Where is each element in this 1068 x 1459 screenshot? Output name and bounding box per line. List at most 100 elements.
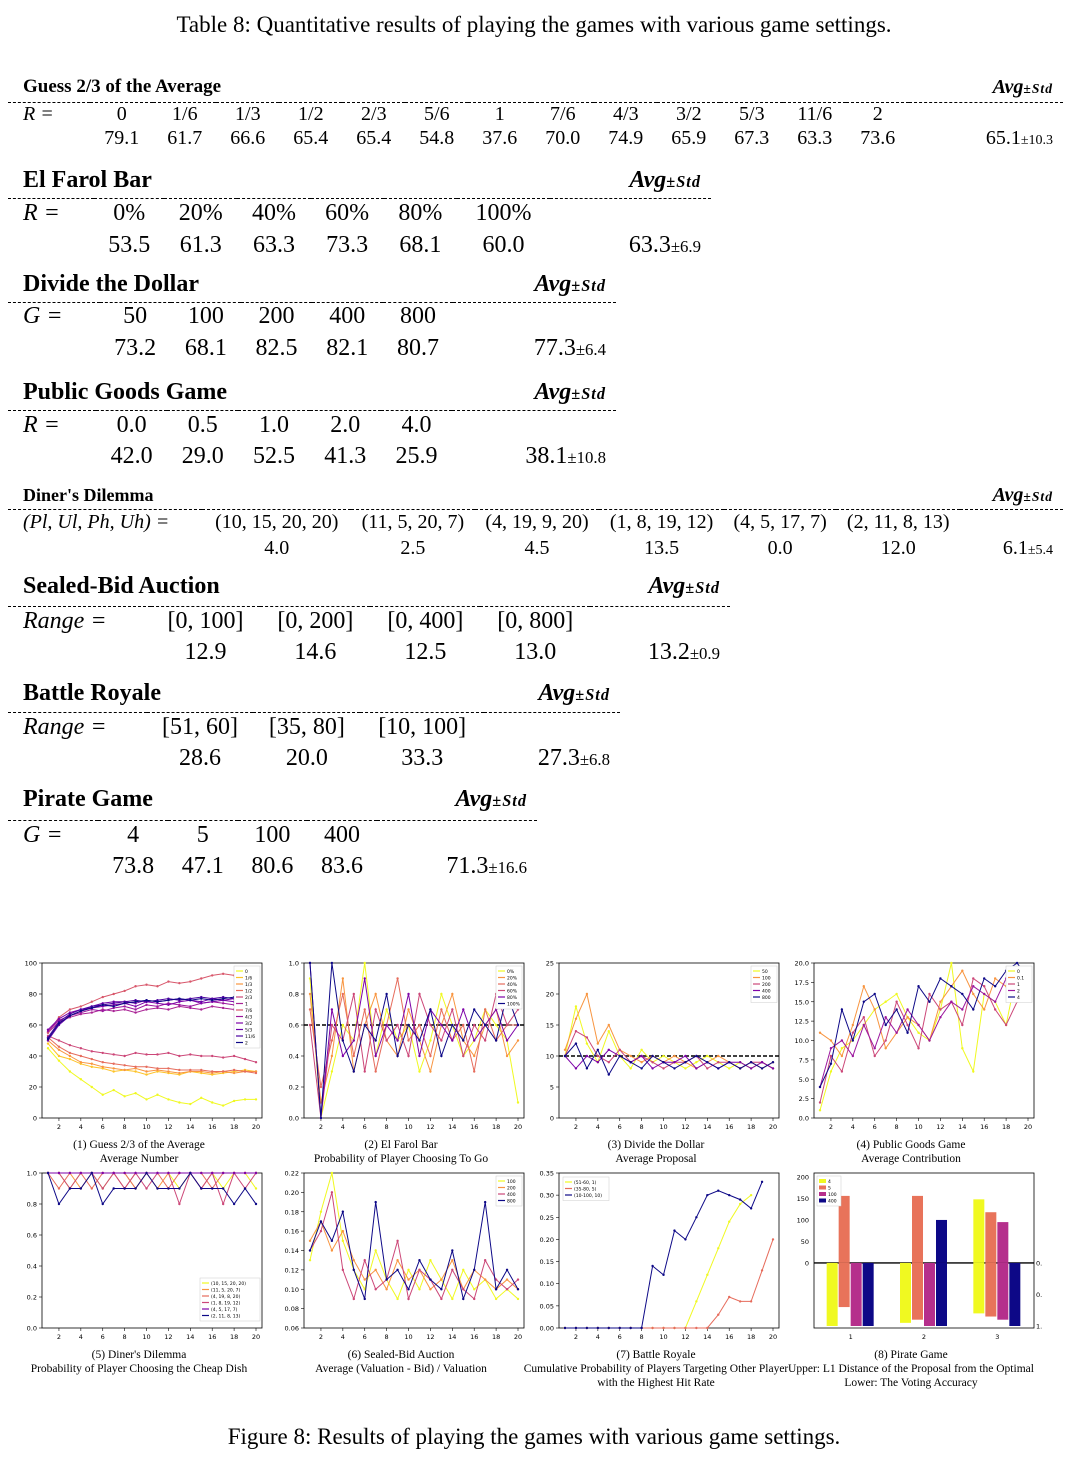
y-tick-label: 80 <box>29 991 37 999</box>
legend-label: 800 <box>762 995 771 1001</box>
setting-value: 400 <box>307 819 377 850</box>
data-point <box>673 1229 676 1232</box>
std-number: ±6.4 <box>575 340 606 359</box>
data-point <box>906 1023 909 1027</box>
data-point <box>167 1070 170 1073</box>
data-point <box>221 1056 225 1059</box>
data-point <box>167 1187 170 1190</box>
data-point <box>972 992 975 996</box>
data-point <box>1015 961 1019 965</box>
avg-value: 63.3±6.9 <box>550 229 711 262</box>
setting-value: (10, 15, 20, 20) <box>202 508 352 536</box>
setting-value: 200 <box>241 301 312 331</box>
data-point <box>167 1008 170 1011</box>
data-point <box>717 1189 720 1192</box>
data-point <box>134 1065 137 1069</box>
x-tick-label: 12 <box>936 1123 944 1131</box>
data-point <box>167 1171 170 1175</box>
x-tick-label: 20 <box>1024 1123 1032 1131</box>
data-point <box>851 1054 855 1058</box>
avg-number: 13.2 <box>647 639 690 665</box>
data-point <box>596 1048 600 1051</box>
data-point <box>749 1067 753 1070</box>
data-point <box>906 1016 909 1019</box>
data-point <box>363 1258 366 1262</box>
result-value: 73.3 <box>326 232 369 258</box>
data-point <box>134 1000 137 1003</box>
data-point <box>341 1023 345 1027</box>
data-point <box>178 997 181 1000</box>
data-point <box>494 1278 498 1281</box>
x-tick-label: 18 <box>230 1333 238 1341</box>
y-tick-label: 200 <box>797 1174 809 1182</box>
data-point <box>90 1187 93 1190</box>
data-point <box>396 1039 399 1042</box>
data-point <box>451 1023 454 1027</box>
data-point <box>178 1171 181 1175</box>
data-point <box>928 1000 931 1003</box>
y-tick-label: 0.2 <box>27 1294 37 1302</box>
data-point <box>200 977 203 980</box>
avg-value: 6.1±5.4 <box>960 536 1063 561</box>
setting-value: 100 <box>237 819 308 850</box>
data-point <box>418 1070 421 1073</box>
legend-label: 800 <box>507 1199 516 1205</box>
data-point <box>684 1067 687 1070</box>
data-point <box>385 1023 388 1027</box>
y-tick-label: 15 <box>546 1022 554 1030</box>
data-point <box>221 1187 225 1190</box>
setting-value: 4/3 <box>594 101 658 126</box>
data-point <box>585 992 589 996</box>
data-point <box>145 999 148 1002</box>
setting-value: 0.0 <box>95 409 168 440</box>
data-point <box>972 985 975 988</box>
legend-label: 7/6 <box>245 1008 252 1014</box>
legend-swatch <box>819 1185 826 1190</box>
data-point <box>574 1030 578 1033</box>
data-point <box>407 1268 410 1272</box>
data-point <box>596 1326 600 1330</box>
table-title: Sealed-Bid Auction <box>23 573 220 600</box>
data-point <box>123 1002 126 1005</box>
data-point <box>895 992 898 996</box>
result-value: 2.5 <box>400 537 426 559</box>
legend-swatch <box>819 1198 826 1203</box>
blank-cell <box>8 440 96 473</box>
legend-label: 100 <box>507 1179 516 1185</box>
avg-number: 27.3 <box>537 745 580 771</box>
setting-param-label: Range = <box>8 605 151 636</box>
x-tick-label: 4 <box>79 1333 83 1341</box>
data-point <box>221 972 225 976</box>
data-point <box>112 992 115 996</box>
lower-bar <box>973 1262 985 1314</box>
x-tick-label: 6 <box>618 1333 622 1341</box>
blank-cell <box>8 229 94 262</box>
table-pirate: Pirate Game Avg±Std G = 4 5 100 400 73.8 47.1 80.… <box>8 780 537 883</box>
y-tick-label: 0.00 <box>540 1325 554 1333</box>
data-point <box>429 1288 432 1291</box>
data-point <box>145 1098 148 1101</box>
data-point <box>895 1008 898 1011</box>
setting-value: 1/3 <box>216 101 280 126</box>
data-point <box>483 1278 487 1281</box>
avg-std-header: Avg±Std <box>590 568 730 606</box>
setting-value: 5 <box>167 819 238 850</box>
data-point <box>101 1061 104 1064</box>
data-point <box>211 1171 214 1175</box>
setting-value: 100 <box>170 301 242 331</box>
data-point <box>939 1008 942 1011</box>
plot-caption-text: Average Number <box>99 1153 179 1165</box>
data-point <box>473 1054 476 1058</box>
data-point <box>505 1023 509 1027</box>
data-point <box>717 1061 720 1064</box>
result-value: 74.9 <box>608 127 644 149</box>
data-point <box>851 1023 855 1027</box>
x-tick-label: 10 <box>142 1123 150 1131</box>
data-point <box>684 1238 687 1241</box>
avg-value: 71.3±16.6 <box>377 850 537 883</box>
data-point <box>928 1039 931 1042</box>
data-point <box>429 1008 432 1011</box>
data-point <box>629 1061 632 1064</box>
data-point <box>341 1039 345 1042</box>
legend-label: 4/3 <box>245 1015 252 1021</box>
